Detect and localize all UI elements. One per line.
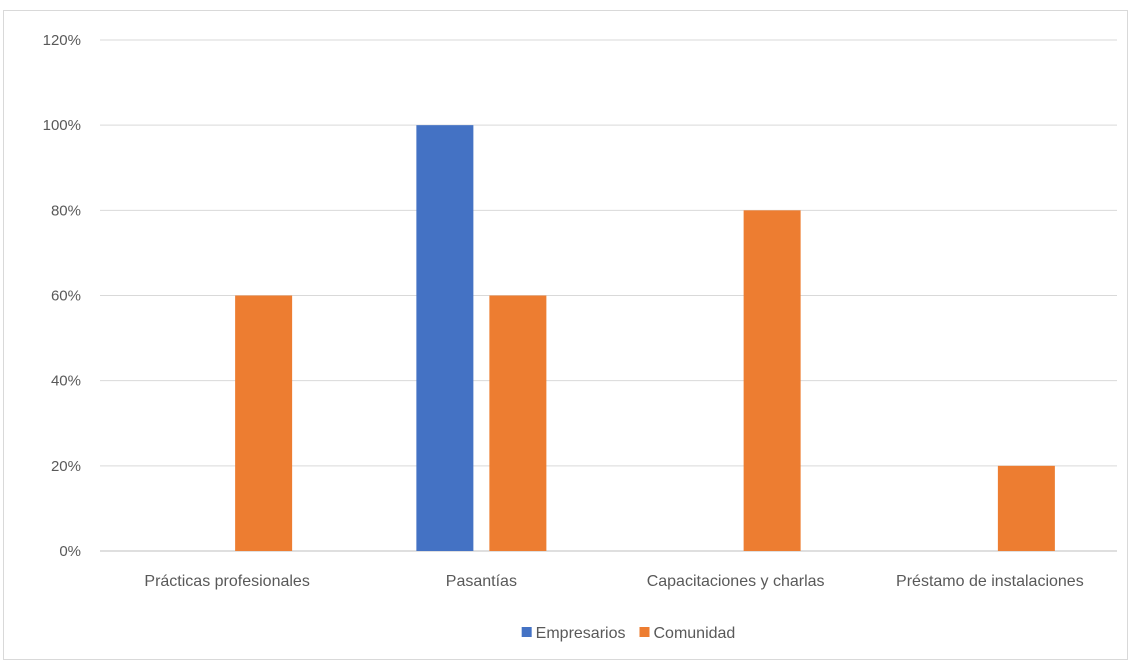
legend-label: Empresarios [536, 625, 626, 642]
bar-comunidad [997, 465, 1055, 551]
bar-comunidad [235, 295, 293, 551]
legend-swatch [639, 627, 650, 637]
y-tick-label: 60% [51, 288, 81, 305]
x-axis-categories: Prácticas profesionales Pasantías Capacita… [144, 573, 1083, 590]
bar-comunidad [489, 295, 547, 551]
bar-empresarios [416, 125, 474, 552]
bar-comunidad [743, 210, 801, 552]
y-tick-label: 100% [43, 117, 81, 134]
legend-swatch [521, 627, 532, 637]
y-tick-label: 80% [51, 202, 81, 219]
x-category-label: Capacitaciones y charlas [647, 573, 825, 590]
y-tick-label: 40% [51, 373, 81, 390]
y-tick-label: 20% [51, 458, 81, 475]
bars [235, 125, 1055, 552]
x-category-label: Pasantías [446, 573, 517, 590]
legend-label: Comunidad [653, 625, 735, 642]
y-tick-label: 120% [43, 32, 81, 49]
legend: Empresarios Comunidad [521, 625, 735, 642]
y-tick-label: 0% [59, 543, 81, 560]
chart-area [3, 10, 1128, 660]
y-axis-ticks: 0% 20% 40% 60% 80% 100% 120% [43, 32, 81, 560]
x-category-label: Préstamo de instalaciones [896, 573, 1084, 590]
x-category-label: Prácticas profesionales [144, 573, 309, 590]
